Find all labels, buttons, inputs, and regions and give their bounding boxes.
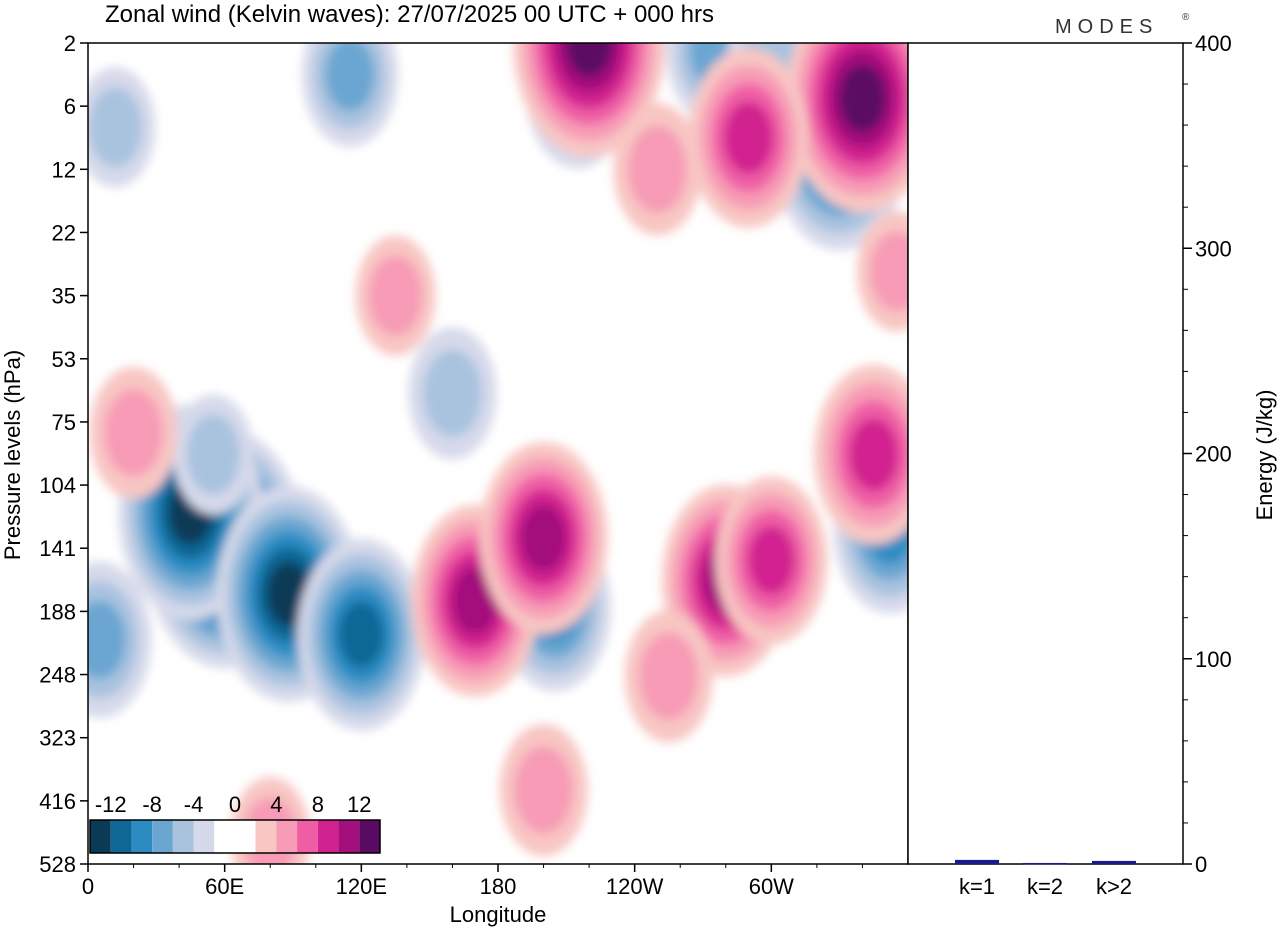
colorbar-swatch (338, 820, 360, 853)
wind-blob-27 (723, 101, 774, 175)
colorbar-swatch (193, 820, 215, 853)
colorbar-tick-label: 4 (270, 792, 282, 817)
colorbar-swatch (276, 820, 298, 853)
wind-blob-4 (88, 600, 126, 679)
pressure-tick-label: 323 (39, 726, 76, 751)
heatmap-panel (87, 42, 909, 865)
pressure-tick-label: 104 (39, 473, 76, 498)
wavenumber-label: k>2 (1096, 874, 1132, 899)
wind-blob-21 (514, 746, 573, 834)
wind-blob-16 (520, 504, 567, 572)
colorbar-swatch (110, 820, 132, 853)
colorbar-tick-label: -4 (184, 792, 204, 817)
wind-blob-8 (186, 414, 241, 495)
colorbar-swatch (131, 820, 153, 853)
brand-logo: MODES (1055, 16, 1158, 38)
colorbar-swatch (359, 820, 380, 853)
wind-blob-20 (639, 632, 699, 720)
pressure-tick-label: 75 (52, 410, 76, 435)
colorbar-swatch (255, 820, 277, 853)
wind-blob-24 (104, 389, 163, 477)
colorbar-swatch (214, 820, 235, 853)
energy-axis: 0 100 200 300 400 (1183, 31, 1232, 877)
pressure-tick-label: 416 (39, 789, 76, 814)
wind-blob-2 (266, 561, 311, 627)
colorbar-swatch (172, 820, 194, 853)
energy-bar (1092, 860, 1136, 864)
pressure-tick-label: 6 (64, 94, 76, 119)
longitude-tick-label: 120E (336, 874, 387, 899)
colorbar-swatch (297, 820, 318, 853)
colorbar-legend: -12 -8 -4 0 4 8 12 (89, 792, 381, 854)
colorbar-tick-label: 12 (347, 792, 371, 817)
pressure-axis: 2 6 12 22 35 53 75 104 141 188 248 323 416 528 (39, 31, 88, 877)
energy-panel: k=1 k=2 k>2 0 100 200 300 400 (907, 31, 1232, 899)
energy-frame (907, 42, 1184, 865)
pressure-tick-label: 53 (52, 347, 76, 372)
pressure-tick-label: 2 (64, 31, 76, 56)
colorbar-swatch (235, 820, 256, 853)
wind-blob-3 (338, 601, 384, 668)
wind-blob-25 (566, 43, 613, 77)
pressure-tick-label: 12 (52, 157, 76, 182)
longitude-tick-label: 120W (606, 874, 664, 899)
longitude-axis: 0 60E 120E 180 120W 60W (82, 864, 863, 899)
pressure-tick-label: 248 (39, 663, 76, 688)
colorbar-swatch (152, 820, 173, 853)
wind-blob-23 (368, 255, 423, 336)
wind-blob-19 (849, 418, 899, 492)
energy-tick-label: 400 (1195, 31, 1232, 56)
wind-blob-13 (88, 87, 143, 168)
wind-blob-9 (423, 349, 482, 437)
colorbar-tick-label: 8 (312, 792, 324, 817)
energy-tick-label: 200 (1195, 442, 1232, 467)
energy-bar (1023, 862, 1067, 865)
longitude-tick-label: 60W (749, 874, 794, 899)
longitude-tick-label: 0 (82, 874, 94, 899)
longitude-tick-label: 60E (205, 874, 244, 899)
colorbar-swatch (317, 820, 339, 853)
energy-tick-label: 300 (1195, 236, 1232, 261)
colorbar-tick-label: -12 (95, 792, 127, 817)
colorbar-tick-label: -8 (142, 792, 162, 817)
energy-axis-label: Energy (J/kg) (1252, 390, 1277, 521)
energy-tick-label: 100 (1195, 647, 1232, 672)
x-axis-label: Longitude (450, 902, 547, 927)
pressure-tick-label: 528 (39, 852, 76, 877)
longitude-tick-label: 180 (480, 874, 517, 899)
wind-blob-18 (747, 525, 795, 595)
y-axis-label: Pressure levels (hPa) (0, 350, 25, 560)
pressure-tick-label: 35 (52, 284, 76, 309)
pressure-tick-label: 141 (39, 536, 76, 561)
brand-mark: ® (1182, 12, 1190, 23)
energy-tick-label: 0 (1195, 852, 1207, 877)
pressure-tick-label: 22 (52, 220, 76, 245)
chart-title: Zonal wind (Kelvin waves): 27/07/2025 00… (105, 1, 714, 28)
energy-bar (955, 859, 999, 864)
colorbar-tick-label: 0 (229, 792, 241, 817)
wind-blob-28 (628, 125, 687, 213)
wind-blob-26 (839, 64, 886, 132)
wind-blob-15 (452, 567, 498, 634)
wavenumber-label: k=2 (1027, 874, 1063, 899)
wind-blob-12 (325, 43, 375, 112)
wind-blob-29 (869, 231, 908, 312)
wavenumber-label: k=1 (959, 874, 995, 899)
pressure-tick-label: 188 (39, 599, 76, 624)
colorbar-swatch (90, 820, 111, 853)
